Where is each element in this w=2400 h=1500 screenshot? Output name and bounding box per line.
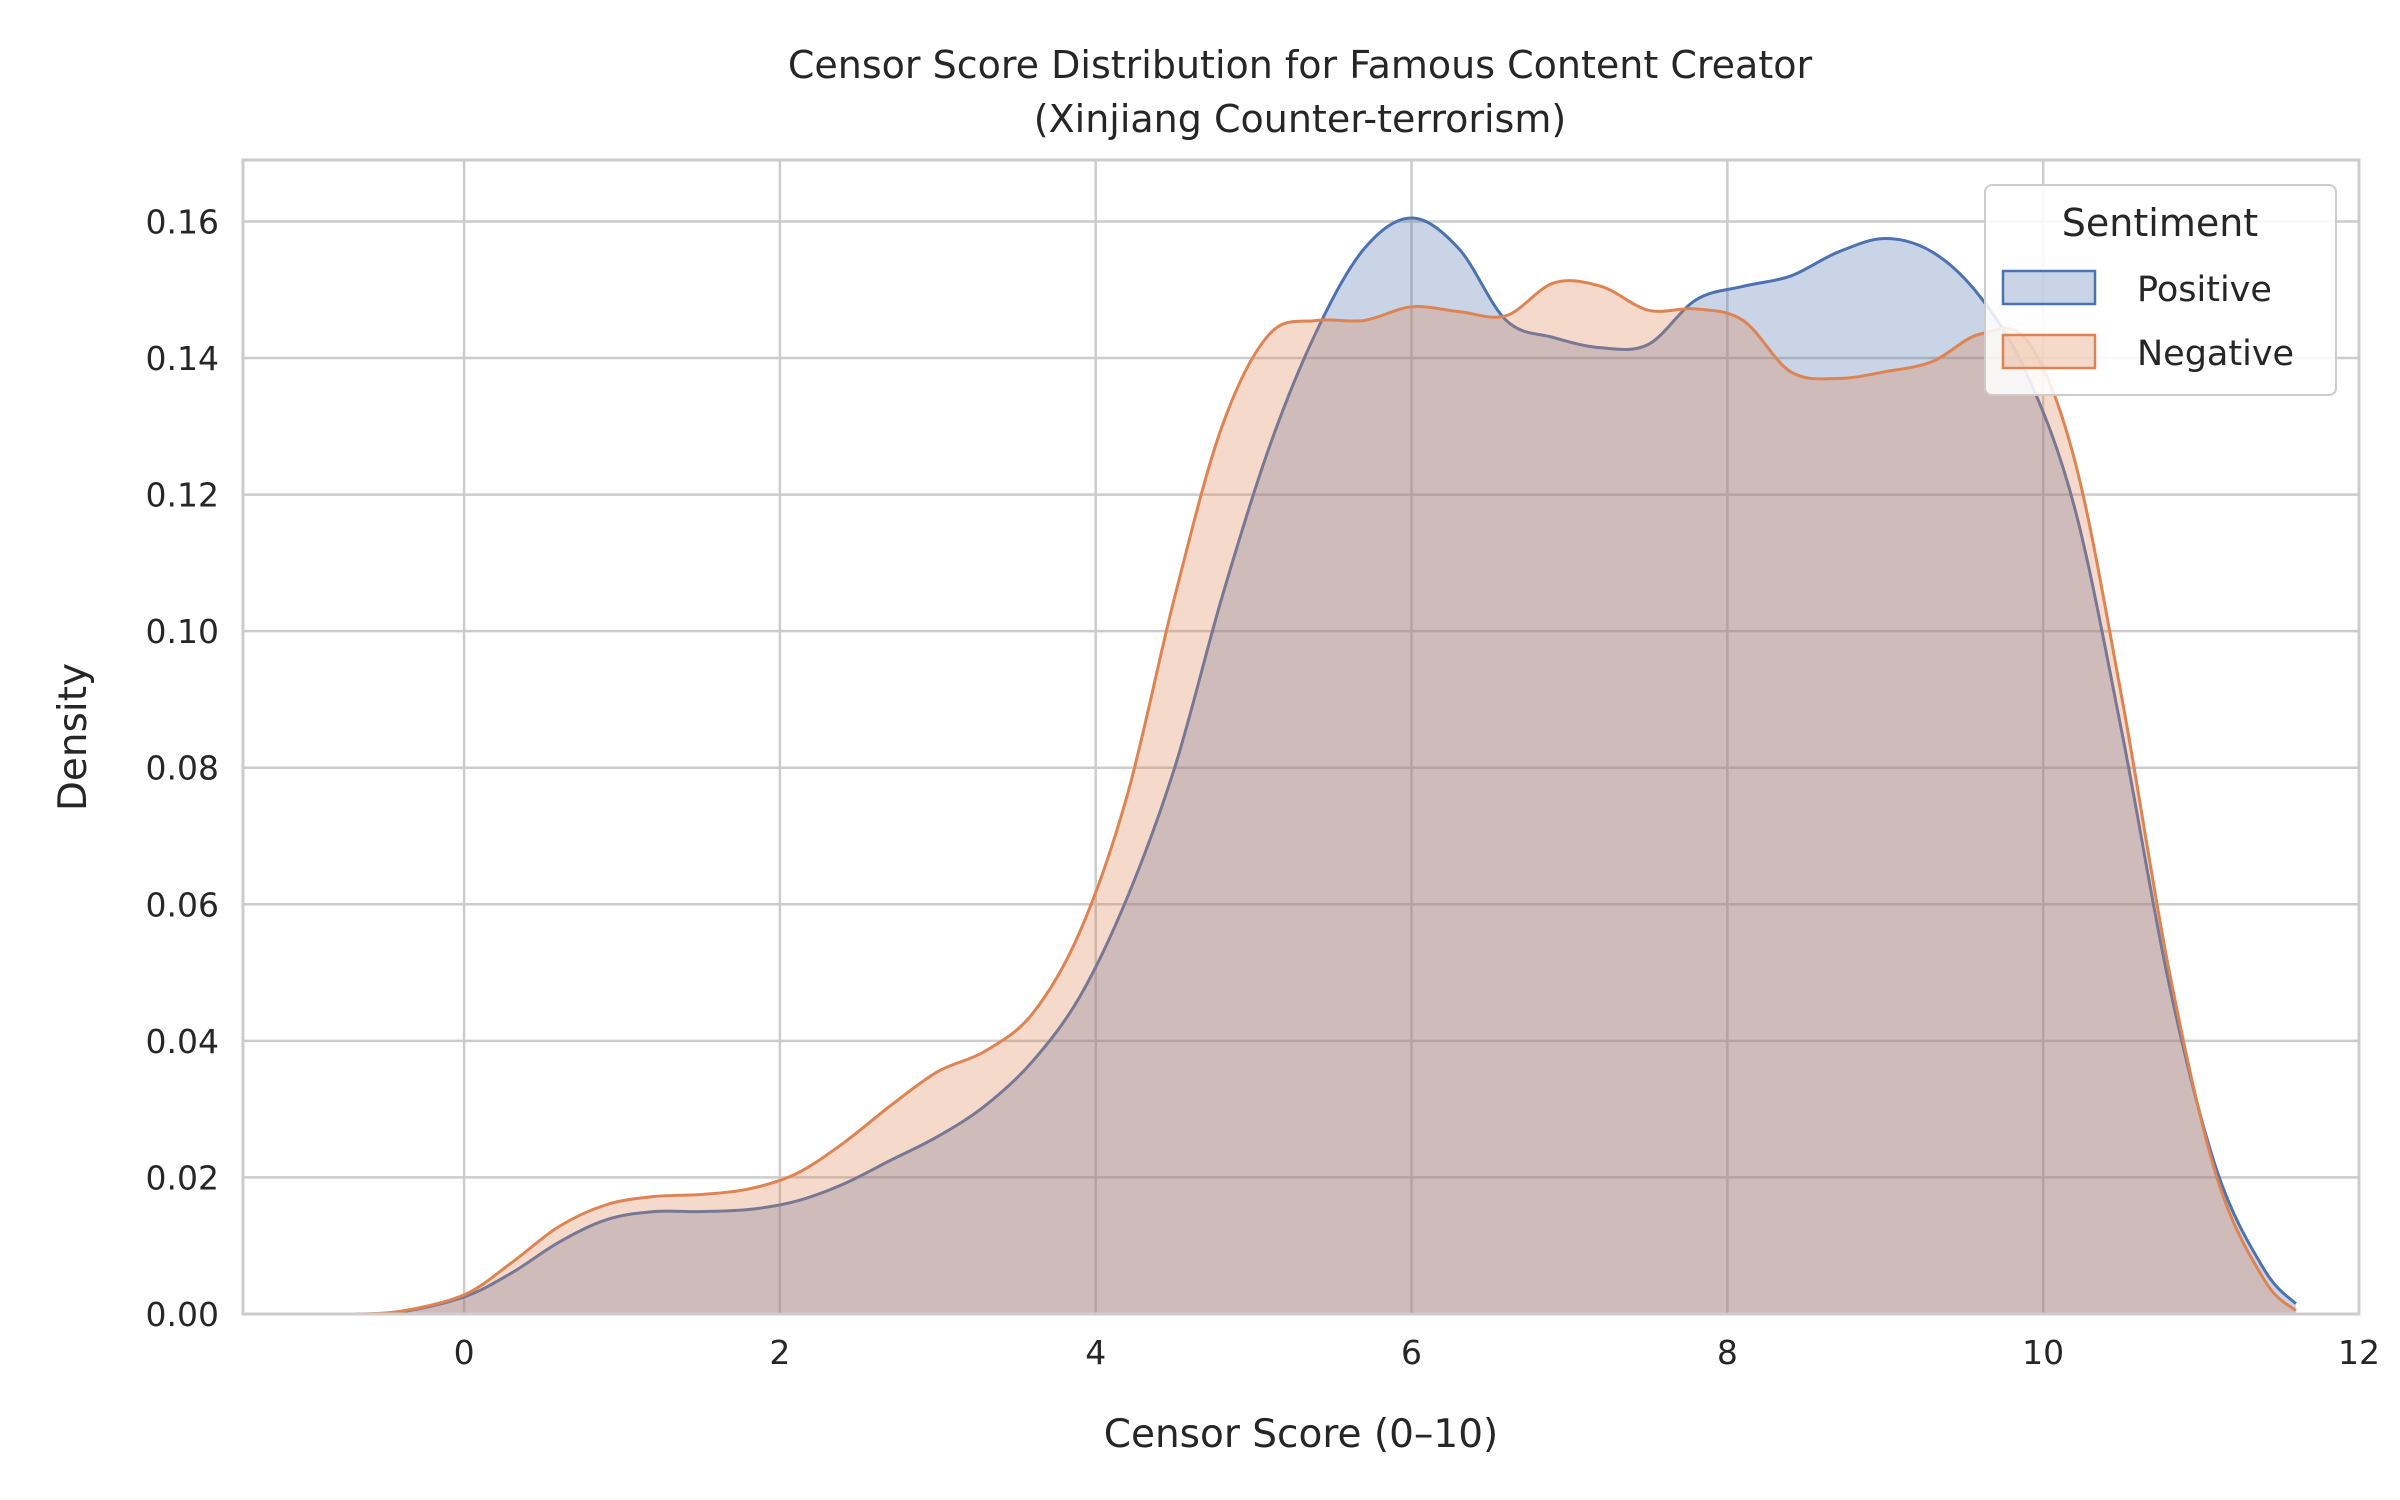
chart-title-line-2: (Xinjiang Counter-terrorism) bbox=[1034, 97, 1566, 141]
y-tick-label: 0.14 bbox=[146, 339, 219, 378]
y-tick-label: 0.12 bbox=[146, 476, 219, 515]
legend-title: Sentiment bbox=[2062, 201, 2258, 245]
tick-labels: 0 2 4 6 8 10 12 0.00 0.02 0.04 0.06 0.08 0.10 0.12 0.1… bbox=[146, 202, 2380, 1372]
x-tick-label: 4 bbox=[1085, 1333, 1106, 1372]
legend-label-negative: Negative bbox=[2137, 334, 2294, 374]
density-line-negative bbox=[353, 279, 2297, 1316]
y-tick-label: 0.08 bbox=[146, 749, 219, 788]
y-tick-label: 0.02 bbox=[146, 1158, 219, 1197]
x-tick-label: 6 bbox=[1401, 1333, 1422, 1372]
x-tick-label: 8 bbox=[1717, 1333, 1738, 1372]
density-area-positive bbox=[353, 218, 2296, 1314]
y-tick-label: 0.00 bbox=[146, 1295, 219, 1334]
x-tick-label: 12 bbox=[2338, 1333, 2380, 1372]
x-axis-label: Censor Score (0–10) bbox=[1104, 1412, 1499, 1457]
plot-frame bbox=[241, 158, 2361, 1316]
legend: Sentiment Positive Negative bbox=[1984, 184, 2337, 396]
density-line-positive bbox=[353, 216, 2297, 1316]
y-tick-label: 0.10 bbox=[146, 612, 219, 651]
legend-swatch-negative bbox=[2001, 333, 2097, 370]
chart-title-line-1: Censor Score Distribution for Famous Con… bbox=[788, 43, 1813, 87]
y-tick-label: 0.06 bbox=[146, 885, 219, 924]
x-tick-label: 2 bbox=[769, 1333, 790, 1372]
x-tick-label: 0 bbox=[454, 1333, 475, 1372]
x-tick-label: 10 bbox=[2022, 1333, 2064, 1372]
y-tick-label: 0.16 bbox=[146, 202, 219, 241]
legend-swatch-positive bbox=[2001, 269, 2097, 306]
y-axis-label: Density bbox=[51, 663, 96, 811]
legend-box bbox=[1984, 184, 2337, 396]
legend-label-positive: Positive bbox=[2137, 270, 2272, 310]
y-tick-label: 0.04 bbox=[146, 1022, 219, 1061]
series-layer bbox=[353, 216, 2297, 1316]
density-area-negative bbox=[353, 280, 2296, 1314]
